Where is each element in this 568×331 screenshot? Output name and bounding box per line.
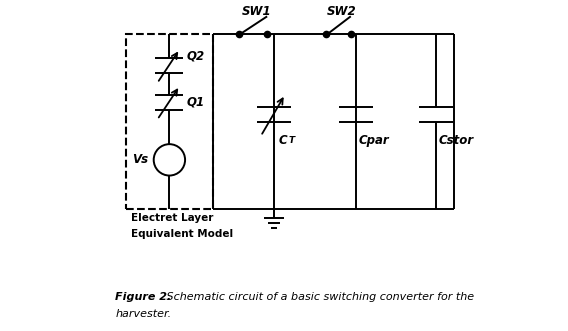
Text: SW1: SW1 bbox=[242, 5, 272, 18]
Bar bbox=[126, 34, 213, 209]
Text: Q2: Q2 bbox=[186, 49, 204, 63]
Text: Q1: Q1 bbox=[186, 96, 204, 109]
Text: Figure 2.: Figure 2. bbox=[115, 292, 172, 302]
Text: Equivalent Model: Equivalent Model bbox=[131, 229, 233, 239]
Text: Electret Layer: Electret Layer bbox=[131, 213, 214, 223]
Text: T: T bbox=[289, 136, 295, 145]
Text: Cstor: Cstor bbox=[439, 134, 474, 147]
Text: Schematic circuit of a basic switching converter for the: Schematic circuit of a basic switching c… bbox=[164, 292, 475, 302]
Text: C: C bbox=[278, 134, 287, 147]
Text: Cpar: Cpar bbox=[359, 134, 389, 147]
Text: Vs: Vs bbox=[132, 153, 148, 166]
Text: SW2: SW2 bbox=[327, 5, 357, 18]
Text: harvester.: harvester. bbox=[115, 309, 172, 319]
